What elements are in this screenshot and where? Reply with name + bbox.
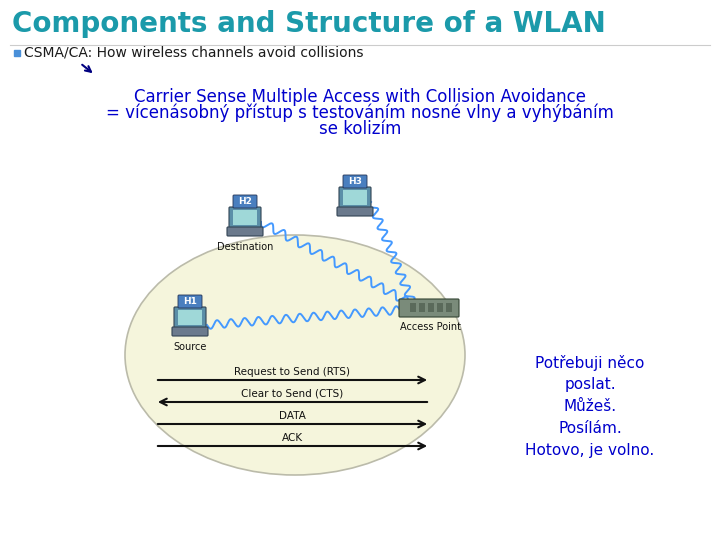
Text: Posílám.: Posílám. [558, 421, 622, 436]
Bar [14, 50, 20, 56]
Text: H2: H2 [238, 197, 252, 206]
Text: CSMA/CA: How wireless channels avoid collisions: CSMA/CA: How wireless channels avoid col… [24, 46, 364, 60]
Text: Clear to Send (CTS): Clear to Send (CTS) [241, 389, 343, 399]
Text: Carrier Sense Multiple Access with Collision Avoidance: Carrier Sense Multiple Access with Colli… [134, 88, 586, 106]
Bar [446, 303, 452, 312]
Text: = vícenásobný přístup s testováním nosné vlny a vyhýbáním: = vícenásobný přístup s testováním nosné… [106, 104, 614, 123]
FancyBboxPatch shape [339, 187, 371, 209]
Ellipse shape [125, 235, 465, 475]
Text: Request to Send (RTS): Request to Send (RTS) [235, 367, 351, 377]
Bar [437, 303, 443, 312]
FancyBboxPatch shape [178, 295, 202, 308]
FancyBboxPatch shape [172, 327, 208, 336]
Bar [178, 310, 202, 325]
Text: H3: H3 [348, 177, 362, 186]
Text: Access Point: Access Point [400, 322, 461, 332]
FancyBboxPatch shape [227, 227, 263, 236]
Text: Components and Structure of a WLAN: Components and Structure of a WLAN [12, 10, 606, 38]
FancyBboxPatch shape [343, 175, 367, 188]
Bar [343, 190, 367, 205]
Text: DATA: DATA [279, 411, 306, 421]
Bar [233, 210, 257, 225]
Text: ACK: ACK [282, 433, 303, 443]
Text: Source: Source [174, 342, 207, 352]
Text: Potřebuji něco: Potřebuji něco [535, 355, 644, 371]
FancyBboxPatch shape [174, 307, 206, 329]
Bar [428, 303, 434, 312]
Text: Destination: Destination [217, 242, 273, 252]
FancyBboxPatch shape [337, 207, 373, 216]
Text: poslat.: poslat. [564, 377, 616, 392]
Bar [419, 303, 425, 312]
Text: H1: H1 [183, 296, 197, 306]
FancyBboxPatch shape [233, 195, 257, 208]
FancyBboxPatch shape [399, 299, 459, 317]
Bar [410, 303, 416, 312]
FancyBboxPatch shape [229, 207, 261, 229]
Text: Hotovo, je volno.: Hotovo, je volno. [526, 443, 654, 458]
Text: Můžeš.: Můžeš. [564, 399, 616, 414]
Text: se kolizím: se kolizím [319, 120, 401, 138]
